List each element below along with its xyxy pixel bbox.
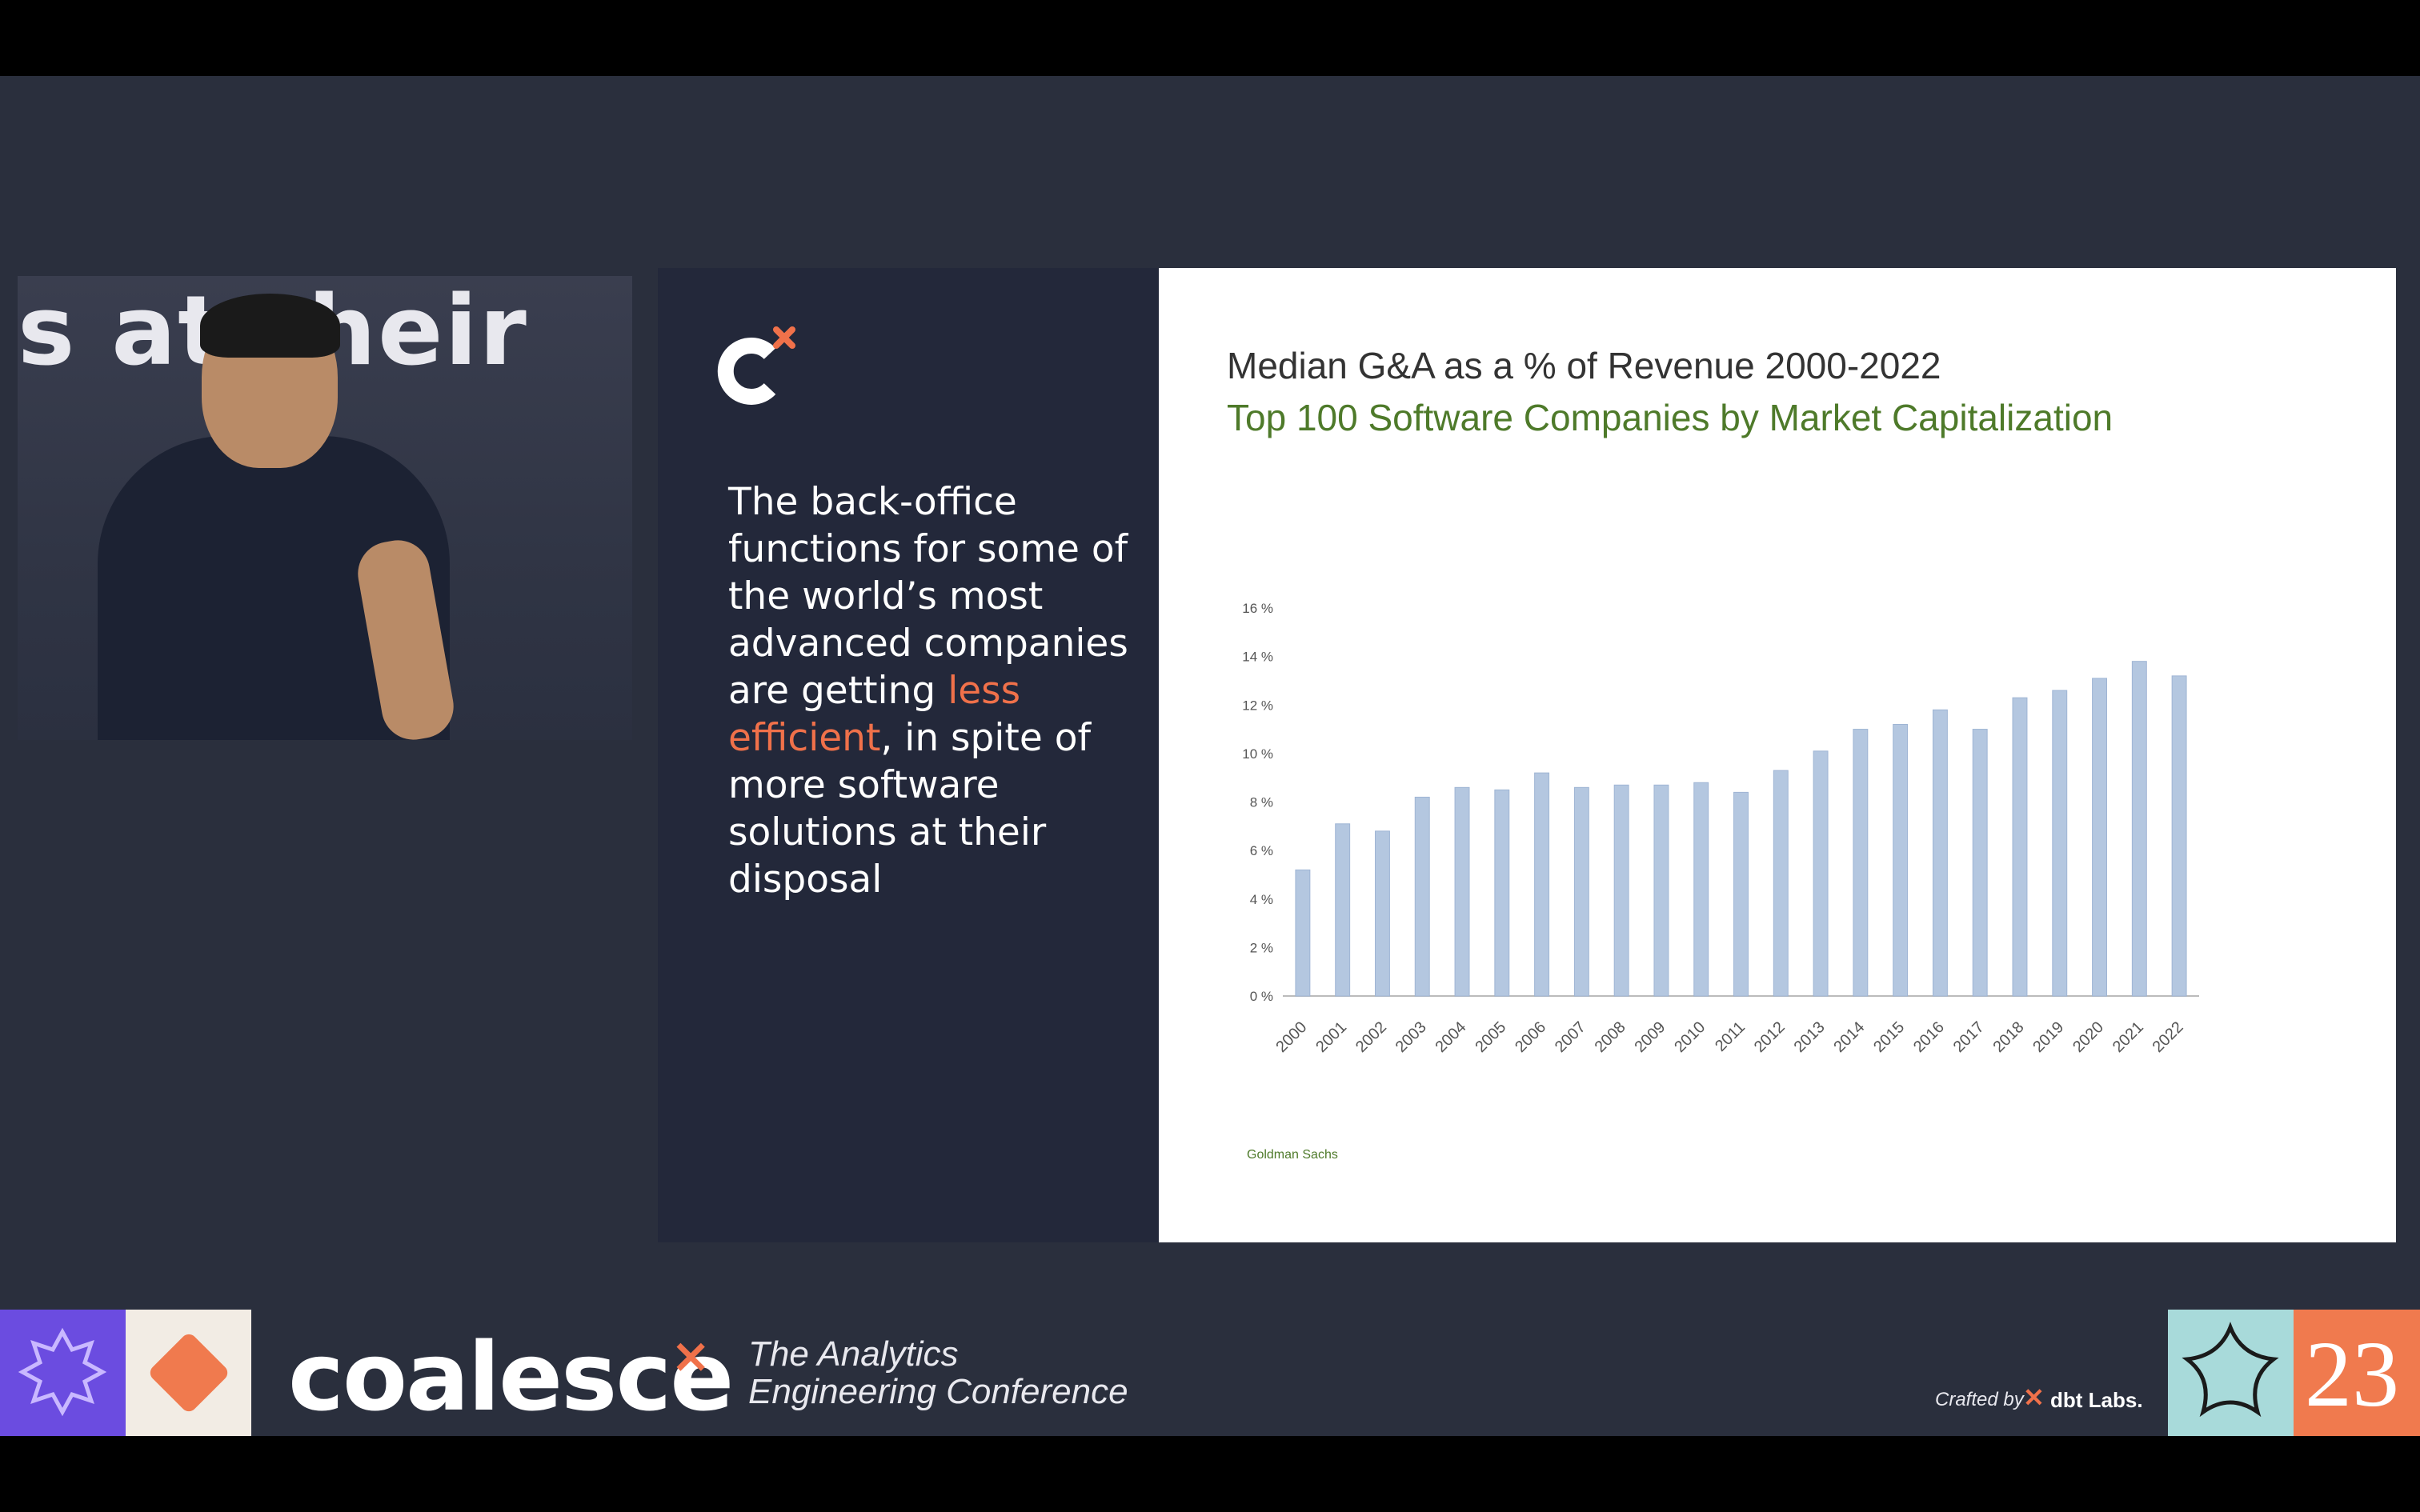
y-tick-label: 10 % bbox=[1242, 746, 1273, 762]
bar-2001 bbox=[1335, 823, 1351, 997]
tagline-line2: Engineering Conference bbox=[748, 1372, 1128, 1411]
x-tick-label: 2004 bbox=[1432, 1018, 1470, 1056]
bar-2008 bbox=[1613, 784, 1629, 997]
coalesce-logo-icon bbox=[717, 326, 795, 405]
y-tick-label: 0 % bbox=[1250, 989, 1273, 1004]
x-tick-label: 2018 bbox=[1989, 1018, 2027, 1056]
x-tick-label: 2006 bbox=[1512, 1018, 1549, 1056]
banner-tile-purple bbox=[0, 1310, 126, 1436]
banner-tile-orange bbox=[2294, 1310, 2420, 1436]
dbt-labs-label: dbt Labs. bbox=[2050, 1388, 2143, 1412]
tagline-line1: The Analytics bbox=[748, 1334, 959, 1374]
bar-2012 bbox=[1773, 770, 1789, 997]
x-tick-label: 2017 bbox=[1950, 1018, 1988, 1056]
x-tick-label: 2011 bbox=[1712, 1018, 1749, 1055]
x-tick-label: 2021 bbox=[2109, 1018, 2147, 1056]
x-tick-label: 2007 bbox=[1552, 1018, 1589, 1056]
bar-2017 bbox=[1972, 729, 1988, 997]
y-tick-label: 2 % bbox=[1250, 940, 1273, 955]
bar-2018 bbox=[2012, 697, 2028, 997]
bar-2015 bbox=[1893, 724, 1909, 997]
brand-x-icon: × bbox=[671, 1328, 711, 1384]
y-tick-label: 6 % bbox=[1250, 843, 1273, 858]
bar-2011 bbox=[1733, 791, 1749, 997]
bar-2014 bbox=[1853, 729, 1869, 997]
quote-text: The back-office functions for some of th… bbox=[728, 480, 1128, 713]
x-tick-label: 2015 bbox=[1870, 1018, 1908, 1056]
bar-2020 bbox=[2092, 678, 2108, 997]
bar-2002 bbox=[1374, 830, 1390, 997]
banner-tile-teal bbox=[2168, 1310, 2294, 1436]
y-tick-label: 16 % bbox=[1242, 601, 1273, 616]
y-tick-label: 8 % bbox=[1250, 795, 1273, 810]
bottom-letterbox bbox=[0, 1436, 2420, 1512]
brand-name: coalesce bbox=[288, 1322, 734, 1432]
quote-text-end: , in spite of more software solutions at… bbox=[728, 716, 1092, 902]
x-tick-label: 2013 bbox=[1791, 1018, 1829, 1056]
chart-slide bbox=[1159, 268, 2396, 1242]
bar-2005 bbox=[1494, 789, 1510, 997]
bar-2021 bbox=[2131, 661, 2147, 997]
speaker-video: s at their bbox=[18, 276, 632, 740]
bar-2010 bbox=[1693, 782, 1709, 997]
x-tick-label: 2012 bbox=[1751, 1018, 1789, 1056]
bar-2009 bbox=[1653, 784, 1669, 997]
speaker-hair bbox=[200, 294, 340, 358]
x-tick-label: 2019 bbox=[2029, 1018, 2067, 1056]
top-letterbox bbox=[0, 0, 2420, 76]
bar-2007 bbox=[1573, 786, 1589, 997]
x-tick-label: 2003 bbox=[1392, 1018, 1430, 1056]
bar-2006 bbox=[1534, 772, 1550, 997]
y-tick-label: 4 % bbox=[1250, 892, 1273, 907]
slide-quote-panel bbox=[658, 268, 1160, 1242]
x-tick-label: 2014 bbox=[1830, 1018, 1868, 1056]
starburst-icon bbox=[18, 1327, 107, 1417]
bar-2004 bbox=[1454, 786, 1470, 997]
x-tick-label: 2022 bbox=[2150, 1018, 2187, 1056]
bar-chart: 0 %2 %4 %6 %8 %10 %12 %14 %16 %2000 2001 2… bbox=[1242, 601, 2199, 1056]
x-tick-label: 2000 bbox=[1272, 1018, 1310, 1056]
x-tick-label: 2010 bbox=[1671, 1018, 1709, 1056]
y-tick-label: 12 % bbox=[1242, 698, 1273, 713]
bar-2019 bbox=[2052, 690, 2068, 997]
diamond-icon bbox=[150, 1334, 228, 1412]
banner-tile-cream bbox=[126, 1310, 251, 1436]
x-tick-label: 2008 bbox=[1592, 1018, 1629, 1056]
x-tick-label: 2001 bbox=[1312, 1018, 1350, 1056]
quote-highlight: less efficient bbox=[728, 669, 1021, 760]
bar-2003 bbox=[1414, 796, 1430, 997]
dbt-logo-icon: ✕ bbox=[2023, 1383, 2045, 1412]
year-label: 23 bbox=[2305, 1322, 2399, 1426]
x-tick-label: 2009 bbox=[1631, 1018, 1669, 1056]
bar-2000 bbox=[1295, 869, 1311, 997]
chart-source: Goldman Sachs bbox=[1247, 1148, 1338, 1162]
chart-title: Median G&A as a % of Revenue 2000-2022 bbox=[1227, 345, 1941, 386]
bar-2022 bbox=[2171, 675, 2187, 997]
bar-2013 bbox=[1813, 750, 1829, 997]
chart-subtitle: Top 100 Software Companies by Market Cap… bbox=[1227, 397, 2113, 438]
x-tick-label: 2020 bbox=[2069, 1018, 2107, 1056]
x-tick-label: 2005 bbox=[1472, 1018, 1509, 1056]
star-outline-icon bbox=[2182, 1322, 2279, 1418]
y-tick-label: 14 % bbox=[1242, 650, 1273, 665]
x-tick-label: 2016 bbox=[1910, 1018, 1948, 1056]
bar-2016 bbox=[1932, 709, 1948, 997]
slide-quote: The back-office functions for some of th… bbox=[728, 478, 1144, 903]
crafted-by-label: Crafted by bbox=[1935, 1389, 2024, 1410]
x-tick-label: 2002 bbox=[1352, 1018, 1390, 1056]
